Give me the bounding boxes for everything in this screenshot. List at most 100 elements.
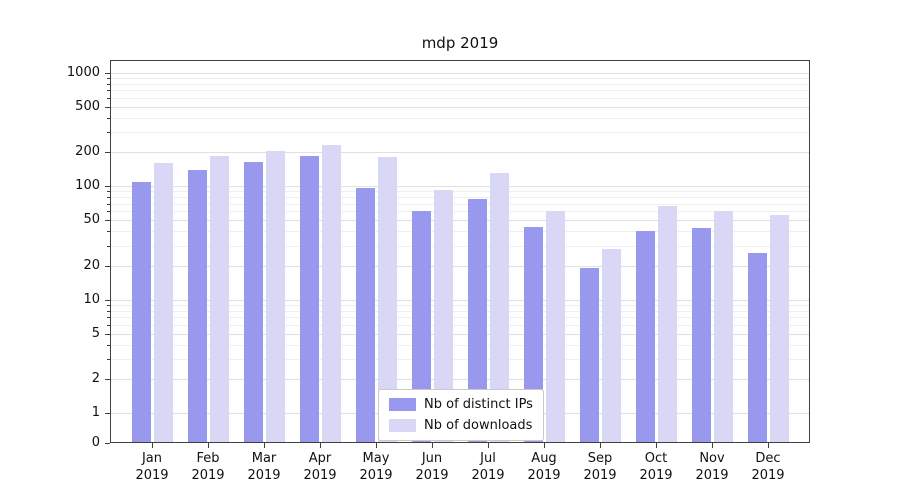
chart-title: mdp 2019 — [421, 34, 499, 52]
gridline-minor — [111, 191, 809, 192]
x-tick-label: Dec 2019 — [740, 451, 796, 485]
x-tick-label-year: 2019 — [359, 467, 393, 483]
bar-distinct-ips — [244, 162, 263, 443]
x-tick-label: Nov 2019 — [684, 451, 740, 485]
bar-downloads — [602, 249, 621, 443]
bar-downloads — [154, 163, 173, 443]
y-tick-label: 1000 — [66, 65, 100, 80]
gridline-major — [111, 107, 809, 108]
bar-downloads — [210, 156, 229, 443]
legend-item: Nb of distinct IPs — [389, 397, 533, 412]
y-minor-tick — [107, 325, 110, 326]
y-minor-tick — [107, 90, 110, 91]
bar-distinct-ips — [636, 231, 655, 443]
x-tick — [432, 443, 433, 448]
x-tick — [712, 443, 713, 448]
y-tick-label: 20 — [83, 258, 100, 273]
gridline-minor — [111, 325, 809, 326]
bar-distinct-ips — [748, 253, 767, 443]
gridline-minor — [111, 311, 809, 312]
y-minor-tick — [107, 231, 110, 232]
gridline-minor — [111, 204, 809, 205]
y-minor-tick — [107, 311, 110, 312]
x-tick-label-month: Jul — [480, 451, 496, 466]
gridline-major — [111, 266, 809, 267]
bar-distinct-ips — [188, 170, 207, 443]
x-tick-label: Jan 2019 — [124, 451, 180, 485]
x-tick-label: May 2019 — [348, 451, 404, 485]
y-tick — [105, 186, 110, 187]
bar-downloads — [266, 151, 285, 443]
y-tick — [105, 107, 110, 108]
gridline-minor — [111, 90, 809, 91]
x-tick-label-year: 2019 — [695, 467, 729, 483]
bar-distinct-ips — [300, 156, 319, 443]
x-tick — [768, 443, 769, 448]
x-tick-label: Aug 2019 — [516, 451, 572, 485]
y-tick-label: 1 — [91, 405, 100, 420]
x-tick-label-year: 2019 — [583, 467, 617, 483]
x-tick — [488, 443, 489, 448]
y-tick — [105, 443, 110, 444]
gridline-minor — [111, 132, 809, 133]
gridline-major — [111, 186, 809, 187]
y-minor-tick — [107, 317, 110, 318]
x-tick — [320, 443, 321, 448]
y-tick-label: 100 — [75, 178, 100, 193]
legend: Nb of distinct IPs Nb of downloads — [378, 389, 544, 441]
x-tick-label-month: Feb — [196, 451, 220, 466]
x-tick-label-year: 2019 — [135, 467, 169, 483]
gridline-minor — [111, 231, 809, 232]
x-tick — [600, 443, 601, 448]
x-tick-label-month: Oct — [644, 451, 668, 466]
x-tick-label-month: Mar — [251, 451, 277, 466]
x-tick-label-year: 2019 — [303, 467, 337, 483]
y-tick — [105, 266, 110, 267]
gridline-minor — [111, 305, 809, 306]
x-tick-label: Jul 2019 — [460, 451, 516, 485]
y-minor-tick — [107, 211, 110, 212]
y-minor-tick — [107, 305, 110, 306]
x-tick-label-year: 2019 — [247, 467, 281, 483]
bar-downloads — [322, 145, 341, 443]
bar-downloads — [770, 215, 789, 443]
y-tick-label: 500 — [75, 99, 100, 114]
y-tick — [105, 379, 110, 380]
y-minor-tick — [107, 118, 110, 119]
gridline-minor — [111, 211, 809, 212]
x-tick-label-month: Apr — [308, 451, 332, 466]
x-tick-label-month: Nov — [699, 451, 725, 466]
x-tick-label-year: 2019 — [751, 467, 785, 483]
x-tick-label: Feb 2019 — [180, 451, 236, 485]
y-tick-label: 5 — [91, 326, 100, 341]
x-tick — [376, 443, 377, 448]
gridline-minor — [111, 78, 809, 79]
y-tick — [105, 73, 110, 74]
y-tick-label: 2 — [91, 371, 100, 386]
y-minor-tick — [107, 204, 110, 205]
bar-downloads — [658, 206, 677, 443]
y-minor-tick — [107, 197, 110, 198]
y-tick — [105, 413, 110, 414]
x-tick-label-year: 2019 — [415, 467, 449, 483]
bar-downloads — [546, 211, 565, 443]
gridline-minor — [111, 118, 809, 119]
x-tick-label: Sep 2019 — [572, 451, 628, 485]
gridline-minor — [111, 84, 809, 85]
x-tick-label-year: 2019 — [527, 467, 561, 483]
y-tick-label: 50 — [83, 212, 100, 227]
gridline-major — [111, 152, 809, 153]
x-tick-label: Apr 2019 — [292, 451, 348, 485]
y-tick — [105, 220, 110, 221]
x-tick — [544, 443, 545, 448]
bar-distinct-ips — [132, 182, 151, 443]
y-minor-tick — [107, 78, 110, 79]
x-tick-label-month: Aug — [531, 451, 557, 466]
y-minor-tick — [107, 98, 110, 99]
gridline-minor — [111, 197, 809, 198]
gridline-major — [111, 300, 809, 301]
y-minor-tick — [107, 359, 110, 360]
y-tick-label: 0 — [91, 435, 100, 450]
x-tick — [152, 443, 153, 448]
